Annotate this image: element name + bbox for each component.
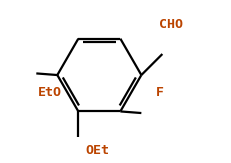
- Text: OEt: OEt: [85, 144, 109, 157]
- Text: CHO: CHO: [159, 18, 183, 31]
- Text: F: F: [156, 86, 164, 98]
- Text: EtO: EtO: [38, 86, 62, 98]
